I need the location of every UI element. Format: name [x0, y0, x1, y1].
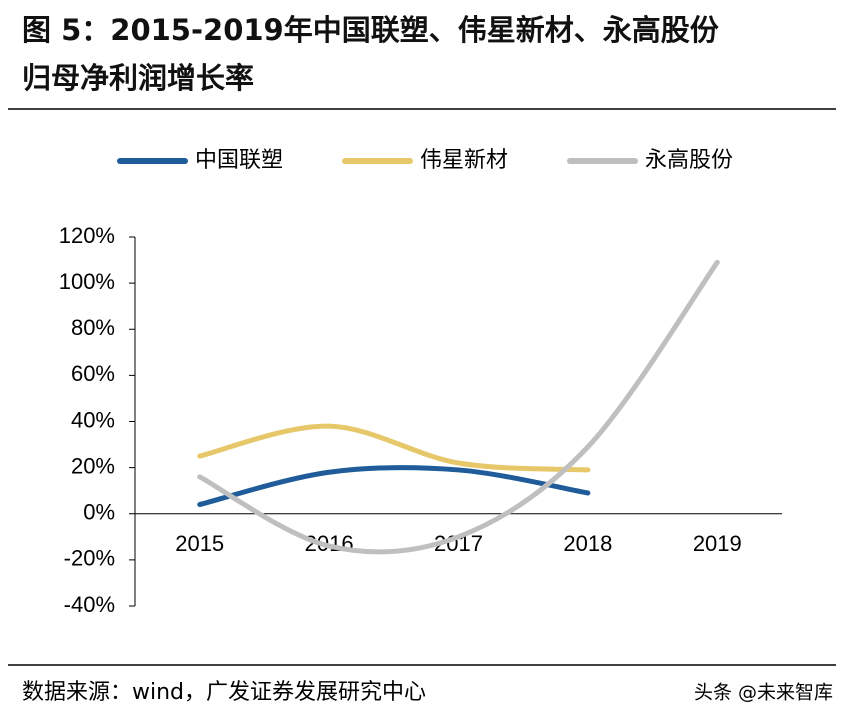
- y-tick-label: 0%: [83, 500, 115, 525]
- y-tick-label: 60%: [71, 361, 115, 386]
- y-tick-label: -40%: [64, 592, 115, 617]
- y-tick-label: 80%: [71, 315, 115, 340]
- legend-label: 中国联塑: [195, 148, 283, 173]
- legend-label: 永高股份: [645, 148, 733, 173]
- y-tick-label: 120%: [59, 223, 115, 248]
- y-tick-label: 100%: [59, 269, 115, 294]
- y-tick-label: 40%: [71, 407, 115, 432]
- x-tick-label: 2019: [693, 531, 742, 556]
- watermark: 头条 @未来智库: [694, 682, 833, 704]
- line-series: [197, 465, 591, 508]
- line-series: [197, 423, 591, 473]
- source: 数据来源：wind，广发证券发展研究中心: [22, 680, 426, 705]
- y-tick-label: 20%: [71, 453, 115, 478]
- chart-title: 归母净利润增长率: [22, 61, 254, 95]
- chart-title: 图 5：2015-2019年中国联塑、伟星新材、永高股份: [22, 13, 719, 47]
- x-tick-label: 2016: [305, 531, 354, 556]
- x-tick-label: 2015: [175, 531, 224, 556]
- legend-label: 伟星新材: [420, 148, 508, 173]
- line-series: [197, 259, 720, 555]
- y-tick-label: -20%: [64, 546, 115, 571]
- x-tick-label: 2018: [563, 531, 612, 556]
